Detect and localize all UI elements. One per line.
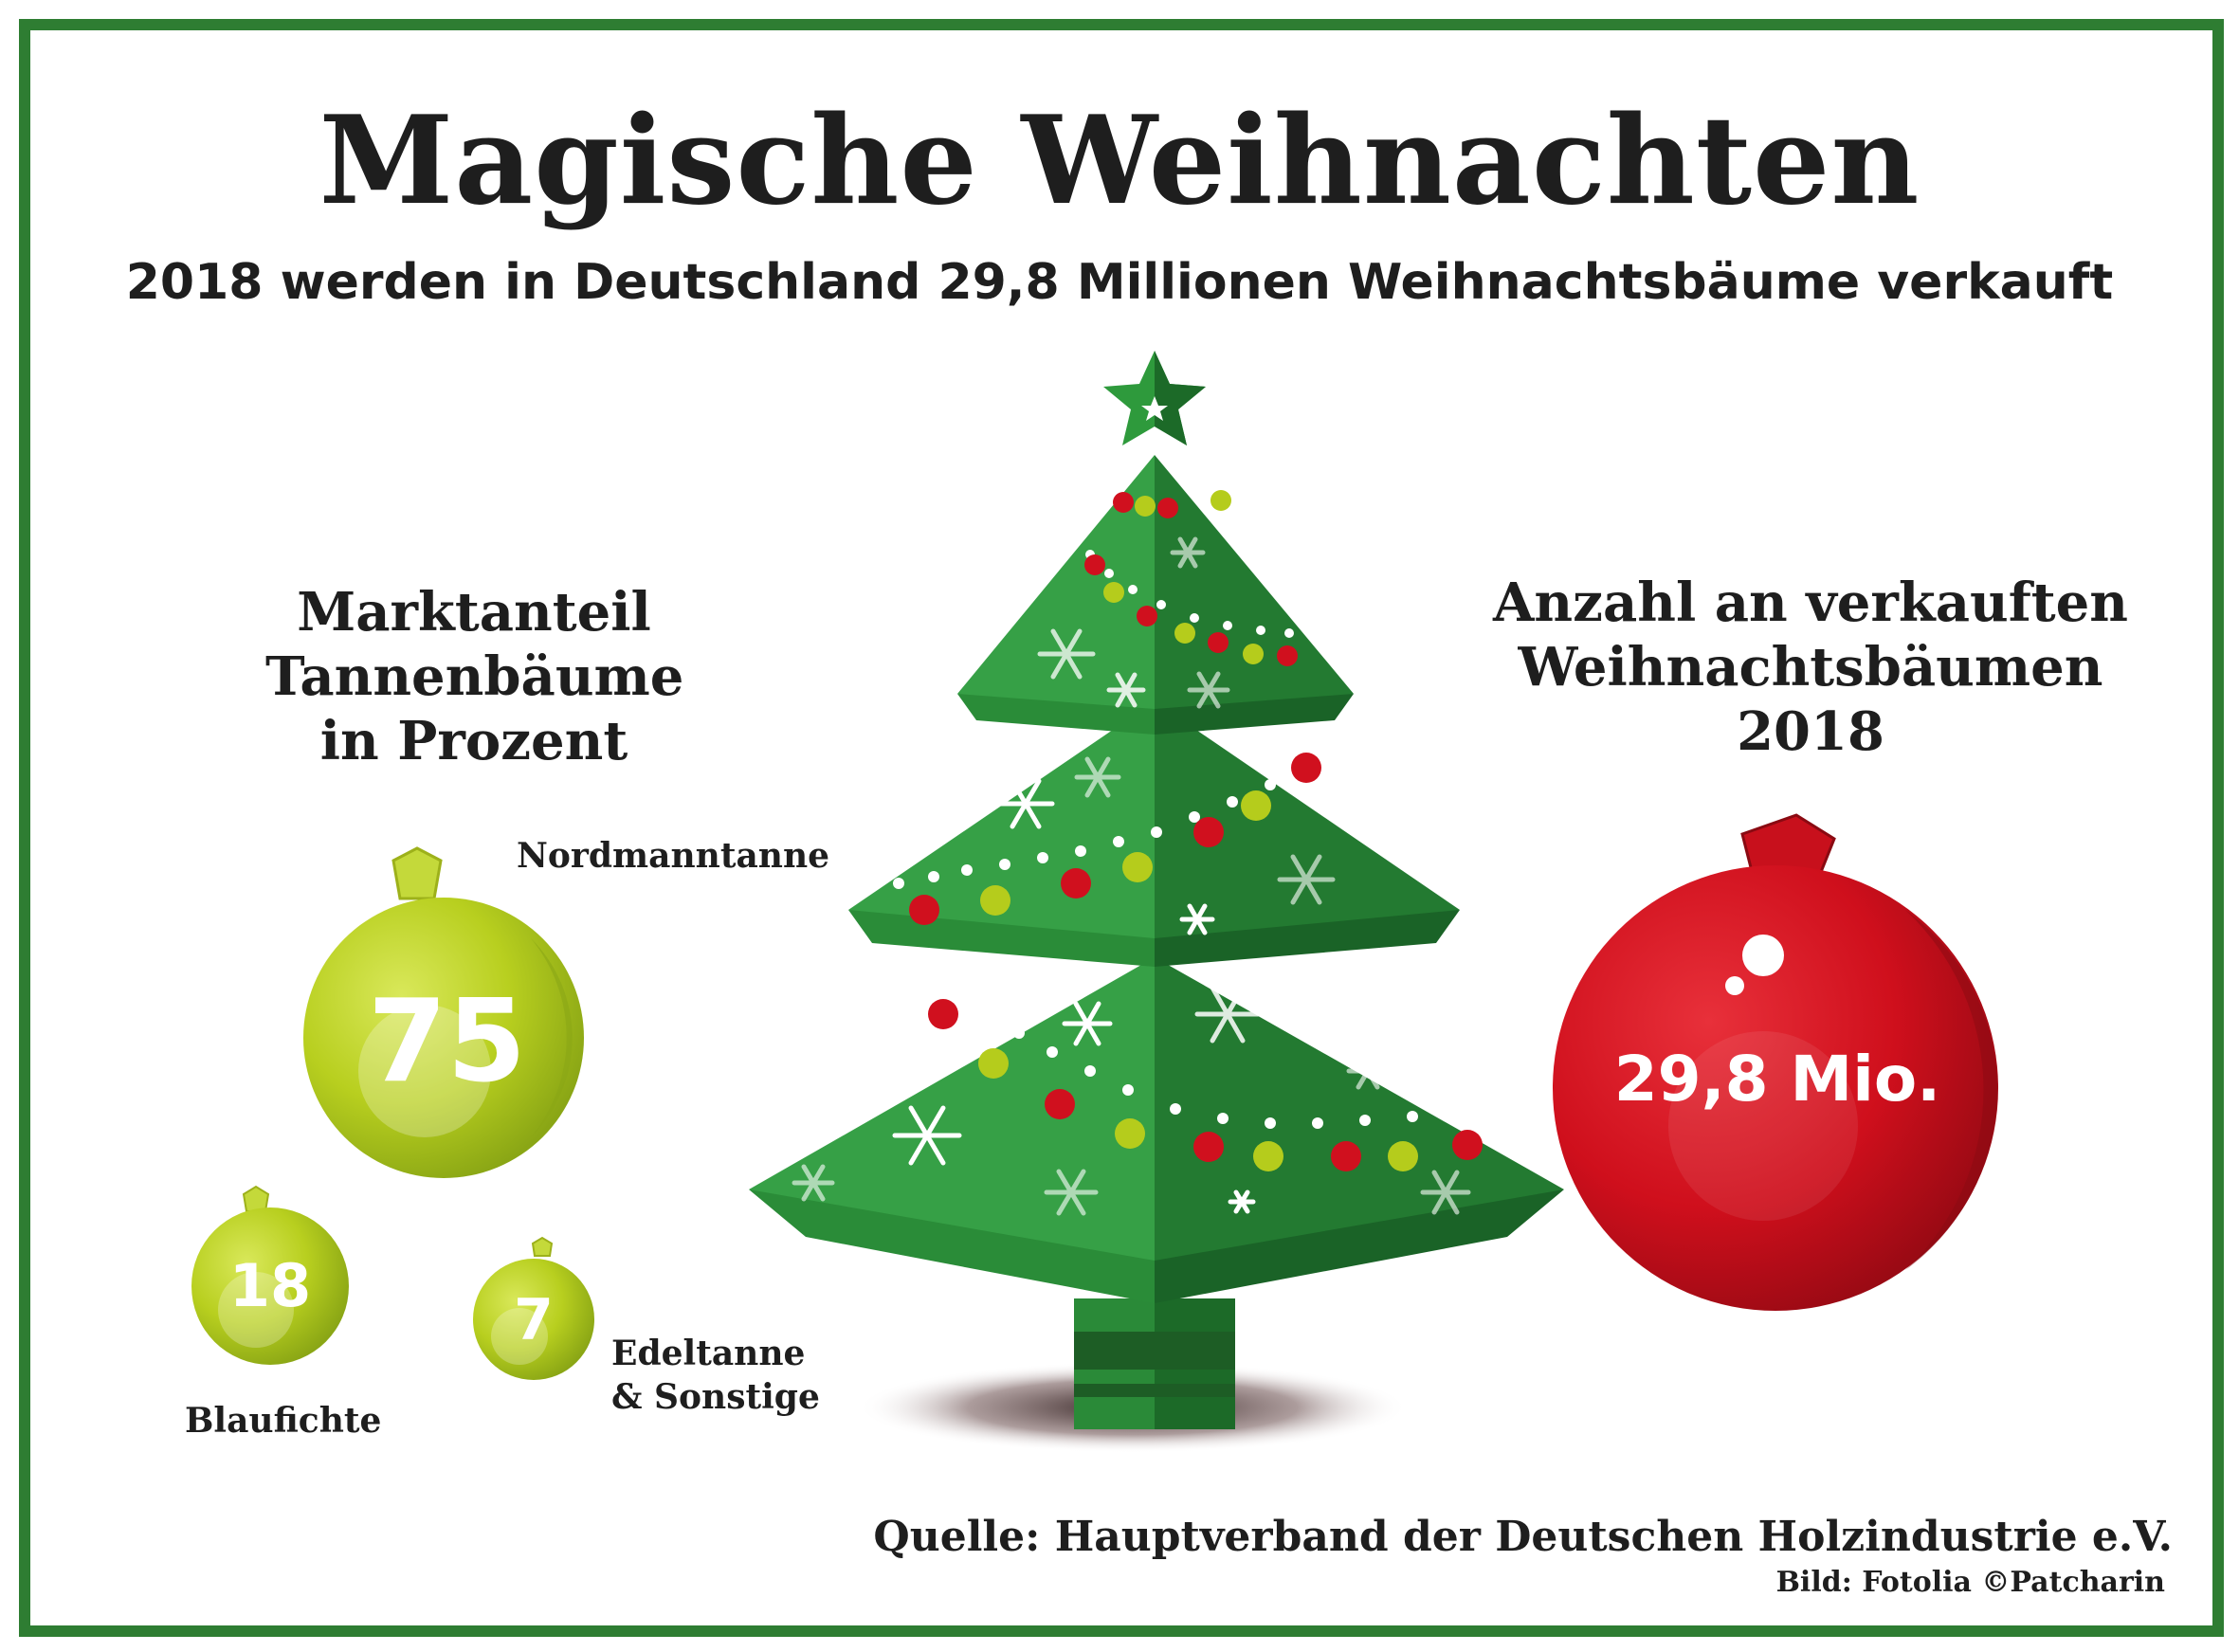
label-blaufichte: Blaufichte [185,1401,382,1441]
market-share-heading: Marktanteil Tannenbäume in Prozent [265,581,684,772]
garland [893,550,1465,1129]
snowflake-icons [792,536,1471,1216]
page-title: Magische Weihnachten [319,90,1920,232]
share-value-blaufichte: 18 [228,1251,312,1320]
total-trees-value: 29,8 Mio. [1613,1043,1941,1116]
bauble-blaufichte [191,1185,349,1365]
share-value-nordmanntanne: 75 [368,976,526,1108]
source-note: Quelle: Hauptverband der Deutschen Holzi… [873,1513,2173,1561]
tree-trunk [1074,1298,1235,1429]
bauble-nordmanntanne [303,846,584,1178]
bauble-edeltanne [473,1236,594,1380]
star-icon [1103,351,1206,445]
image-credit: Bild: Fotolia ©Patcharin [1775,1566,2165,1599]
label-edeltanne: Edeltanne & Sonstige [611,1334,820,1417]
share-value-edeltanne: 7 [514,1287,554,1353]
tree-ornaments [909,490,1483,1171]
sales-count-heading: Anzahl an verkauften Weihnachtsbäumen 20… [1492,572,2128,763]
page-subtitle: 2018 werden in Deutschland 29,8 Millione… [125,254,2114,311]
bauble-total [1553,813,1998,1311]
label-nordmanntanne: Nordmanntanne [517,836,830,876]
